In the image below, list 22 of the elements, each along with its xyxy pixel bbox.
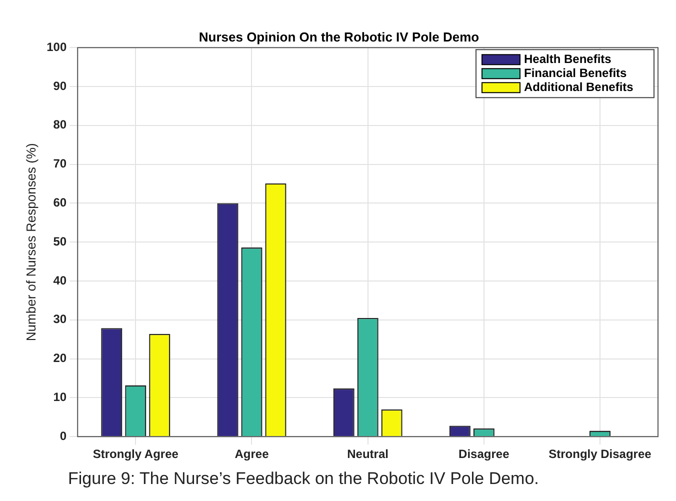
legend-label: Financial Benefits bbox=[524, 66, 628, 80]
y-tick-label: 100 bbox=[46, 40, 67, 54]
caption: Figure 9: The Nurse’s Feedback on the Robotic IV Pole Demo. bbox=[68, 469, 540, 489]
x-tick-label: Strongly Disagree bbox=[548, 447, 652, 462]
y-tick-label: 20 bbox=[53, 351, 67, 366]
y-tick-label: 50 bbox=[53, 234, 67, 248]
y-tick-label: 0 bbox=[60, 428, 67, 443]
x-tick-label: Strongly Agree bbox=[92, 447, 179, 462]
y-tick-label: 70 bbox=[53, 156, 67, 171]
legend-label: Additional Benefits bbox=[524, 80, 634, 94]
chart-title: Nurses Opinion On the Robotic IV Pole Demo bbox=[198, 29, 480, 44]
y-tick-label: 80 bbox=[53, 118, 67, 132]
x-tick-label: Disagree bbox=[458, 447, 510, 462]
y-axis-title: Number of Nurses Responses (%) bbox=[23, 143, 38, 342]
y-tick-label: 30 bbox=[53, 312, 67, 326]
legend-label: Health Benefits bbox=[524, 52, 612, 66]
y-tick-label: 90 bbox=[53, 78, 67, 93]
y-tick-label: 60 bbox=[53, 196, 67, 210]
x-tick-label: Neutral bbox=[347, 447, 388, 462]
y-tick-label: 40 bbox=[53, 273, 67, 288]
x-tick-label: Agree bbox=[234, 447, 270, 462]
y-tick-label: 10 bbox=[53, 390, 67, 404]
